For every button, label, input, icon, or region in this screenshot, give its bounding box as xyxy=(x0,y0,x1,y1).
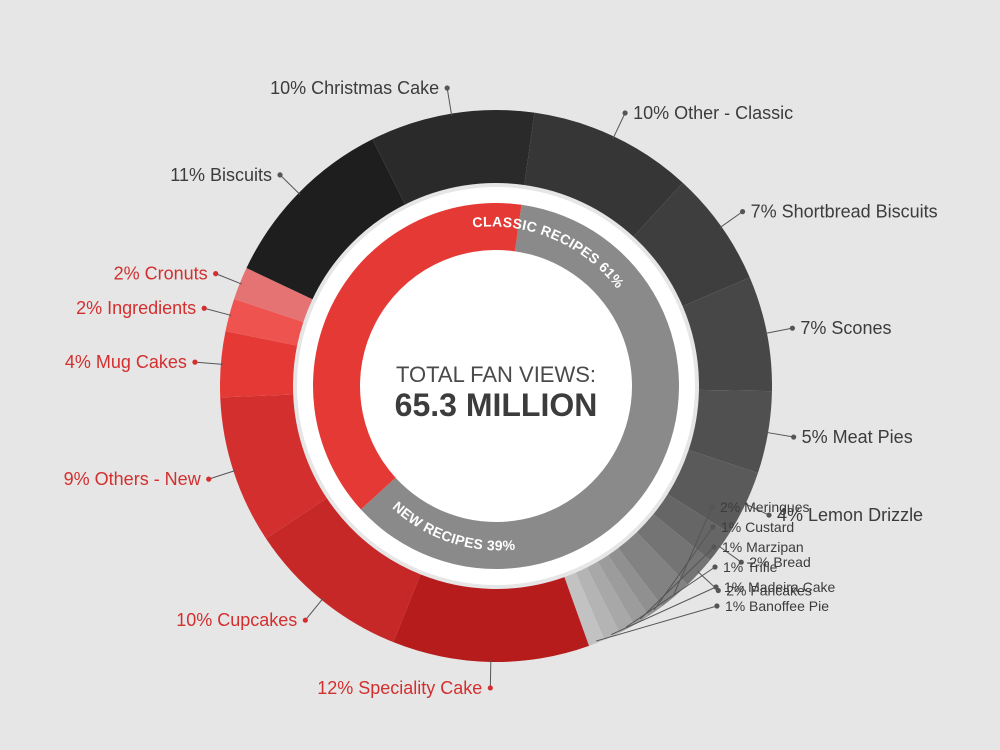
leader-line xyxy=(625,566,716,628)
leader-line xyxy=(595,605,718,642)
outer-slice-1-trifle xyxy=(586,561,635,633)
outer-slice-2-ingredients xyxy=(225,298,304,346)
slice-label-5-meat-pies: 5% Meat Pies xyxy=(802,427,913,447)
leader-line xyxy=(279,174,301,195)
slice-label-4-mug-cakes: 4% Mug Cakes xyxy=(65,352,187,372)
center-title: TOTAL FAN VIEWS: xyxy=(396,362,596,387)
outer-slice-7-shortbread-biscuits xyxy=(633,182,750,307)
leader-dot xyxy=(201,305,207,311)
leader-line xyxy=(304,598,324,621)
center-total: 65.3 MILLION xyxy=(395,387,598,423)
leader-dot xyxy=(766,512,772,518)
leader-line xyxy=(764,327,793,335)
slice-label-9-others-new: 9% Others - New xyxy=(64,469,202,489)
slice-label-4-lemon-drizzle: 4% Lemon Drizzle xyxy=(777,505,923,525)
slice-label-10-cupcakes: 10% Cupcakes xyxy=(176,610,297,630)
outer-slice-7-scones xyxy=(682,277,772,392)
leader-dot xyxy=(711,544,717,550)
leader-line xyxy=(446,87,453,116)
slice-label-1-madeira-cake: 1% Madeira Cake xyxy=(724,579,835,595)
slice-labels: 10% Other - Classic 7% Shortbread Biscuit… xyxy=(64,78,938,698)
outer-slice-12-speciality-cake xyxy=(393,574,590,662)
slice-label-7-shortbread-biscuits: 7% Shortbread Biscuits xyxy=(751,202,938,222)
leader-dot xyxy=(713,584,719,590)
leader-line xyxy=(765,431,794,438)
slice-label-11-biscuits: 11% Biscuits xyxy=(170,165,272,185)
leader-dot xyxy=(739,209,746,215)
leader-line xyxy=(215,273,242,285)
leader-dot xyxy=(302,617,308,623)
slice-label-7-scones: 7% Scones xyxy=(800,318,891,338)
leader-dot xyxy=(712,564,718,570)
leader-dot xyxy=(192,359,198,365)
slice-label-10-christmas-cake: 10% Christmas Cake xyxy=(270,78,439,98)
leader-line xyxy=(611,586,717,636)
outer-slice-4-mug-cakes xyxy=(219,331,298,398)
outer-slice-1-madeira-cake xyxy=(575,567,620,640)
leader-dot xyxy=(709,504,715,510)
outer-slice-2-cronuts xyxy=(234,268,313,322)
outer-ring xyxy=(219,110,772,662)
outer-slice-2-pancakes xyxy=(636,514,711,585)
center-disc xyxy=(364,254,628,518)
slice-label-1-custard: 1% Custard xyxy=(721,519,794,535)
leader-line xyxy=(719,211,743,229)
outer-slice-1-custard xyxy=(608,548,663,617)
leader-line xyxy=(640,546,715,620)
outer-slice-10-christmas-cake xyxy=(372,110,535,205)
slice-label-2-cronuts: 2% Cronuts xyxy=(114,264,208,284)
inner-slice-new-recipes-39 xyxy=(313,202,522,510)
leader-dot xyxy=(789,325,796,331)
inner-ring xyxy=(313,202,680,569)
leader-dot xyxy=(206,476,212,482)
outer-slice-11-biscuits xyxy=(246,139,406,300)
outer-slice-1-banoffee-pie xyxy=(564,572,605,646)
outer-slice-9-others-new xyxy=(220,394,327,539)
leader-line xyxy=(718,545,742,563)
slice-label-12-speciality-cake: 12% Speciality Cake xyxy=(317,678,482,698)
slice-label-1-banoffee-pie: 1% Banoffee Pie xyxy=(725,598,829,614)
outer-slice-10-cupcakes xyxy=(265,498,421,643)
leader-dot xyxy=(791,434,797,440)
leader-dot xyxy=(714,603,720,609)
slice-label-2-bread: 2% Bread xyxy=(749,554,810,570)
outer-slice-5-meat-pies xyxy=(688,389,772,474)
leader-dot xyxy=(710,524,716,530)
leader-dot xyxy=(487,685,493,691)
leader-dot xyxy=(622,110,628,116)
outer-slice-1-marzipan xyxy=(597,555,649,625)
slice-label-1-trifle: 1% Trifle xyxy=(723,559,778,575)
leader-line xyxy=(194,361,223,365)
slice-label-2-pancakes: 2% Pancakes xyxy=(726,582,812,598)
outer-slice-2-bread xyxy=(653,494,730,561)
leader-dot xyxy=(277,172,283,178)
leader-line xyxy=(208,470,236,480)
leader-line xyxy=(489,659,492,688)
slice-label-2-ingredients: 2% Ingredients xyxy=(76,298,196,318)
leader-line xyxy=(612,112,626,139)
outer-slice-10-other-classic xyxy=(524,112,683,237)
leader-line xyxy=(204,307,232,316)
leader-dot xyxy=(738,559,744,565)
outer-slice-4-lemon-drizzle xyxy=(667,450,758,534)
leader-line xyxy=(743,502,770,516)
slice-label-10-other-classic: 10% Other - Classic xyxy=(633,103,793,123)
leader-dot xyxy=(213,271,219,277)
leader-dot xyxy=(444,85,450,91)
inner-slice-classic-recipes-61 xyxy=(360,204,680,569)
slice-label-2-meringues: 2% Meringues xyxy=(720,499,810,515)
slice-label-1-marzipan: 1% Marzipan xyxy=(722,539,804,555)
